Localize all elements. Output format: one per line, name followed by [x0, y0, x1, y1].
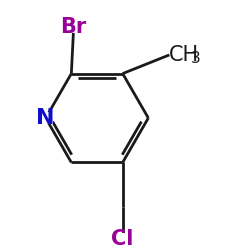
FancyBboxPatch shape: [39, 112, 53, 124]
Text: CH: CH: [169, 45, 200, 65]
Text: Cl: Cl: [112, 230, 134, 250]
FancyBboxPatch shape: [64, 20, 83, 33]
Text: Br: Br: [60, 17, 87, 37]
Text: 3: 3: [190, 51, 200, 66]
FancyBboxPatch shape: [117, 233, 133, 246]
Text: N: N: [36, 108, 55, 128]
